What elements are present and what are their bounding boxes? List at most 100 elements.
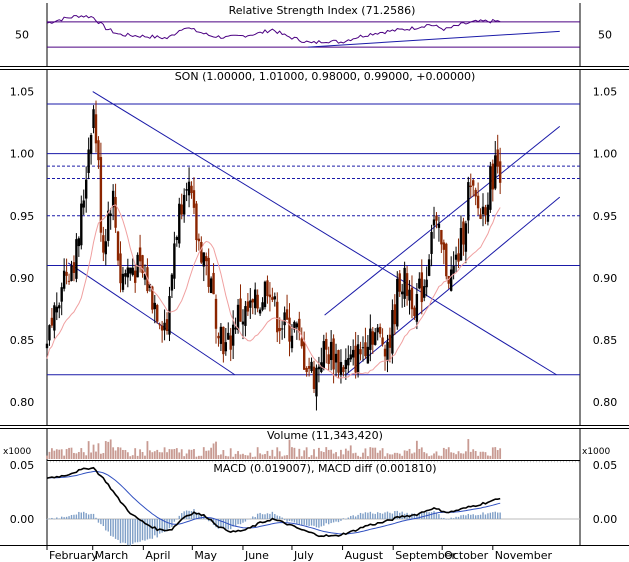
volume-bar	[48, 451, 51, 459]
volume-bar	[202, 447, 205, 459]
candle-body	[391, 309, 394, 354]
volume-bar	[384, 456, 386, 459]
volume-bar	[139, 449, 141, 459]
month-label: November	[495, 549, 553, 562]
candle-body	[48, 325, 51, 341]
volume-bar	[95, 451, 97, 459]
candle-body	[241, 321, 245, 325]
moving-average-line	[46, 204, 501, 379]
macd-histogram-bar	[124, 519, 127, 544]
volume-bar	[438, 455, 440, 459]
candle-body	[200, 241, 203, 263]
volume-bar	[332, 453, 335, 459]
candle-body	[75, 239, 78, 279]
volume-bar	[496, 450, 499, 459]
candle-body	[472, 180, 475, 186]
candle-body	[173, 243, 176, 279]
volume-bar	[442, 447, 445, 459]
candle-body	[180, 204, 183, 215]
candle-body	[498, 161, 502, 183]
month-label: May	[194, 549, 217, 562]
candle-body	[158, 324, 161, 326]
macd-histogram-bar	[181, 513, 183, 519]
volume-bar	[224, 455, 227, 459]
candle-body	[197, 238, 201, 242]
candle-body	[442, 242, 446, 250]
macd-title: MACD (0.019007), MACD diff (0.001810)	[213, 462, 436, 475]
month-label: October	[444, 549, 488, 562]
candle-body	[484, 207, 487, 216]
macd-histogram-bar	[242, 519, 244, 523]
volume-bar	[75, 453, 78, 459]
volume-bar	[234, 453, 237, 459]
volume-bar	[210, 447, 213, 459]
volume-bar	[63, 455, 66, 459]
macd-histogram-bar	[122, 519, 124, 543]
macd-histogram-bar	[457, 516, 460, 519]
volume-bar	[256, 447, 259, 459]
volume-bar	[168, 449, 171, 459]
candle-body	[62, 270, 66, 289]
candle-body	[50, 317, 54, 326]
volume-bar	[305, 447, 308, 459]
volume-bar	[129, 456, 132, 459]
macd-histogram-bar	[244, 519, 247, 522]
volume-bar	[259, 453, 262, 459]
candle-body	[182, 194, 186, 215]
candle-body	[420, 272, 423, 303]
volume-bar	[396, 452, 399, 459]
volume-bar	[55, 449, 58, 459]
candle-body	[151, 286, 154, 310]
volume-bar	[354, 452, 357, 459]
volume-bar	[317, 447, 320, 459]
volume-bar	[479, 451, 482, 459]
macd-histogram-bar	[259, 512, 261, 519]
macd-histogram-bar	[136, 519, 139, 543]
candle-body	[371, 331, 374, 345]
candle-body	[347, 358, 350, 366]
volume-bar	[195, 456, 198, 459]
candle-body	[111, 190, 115, 208]
macd-histogram-bar	[440, 517, 443, 519]
macd-histogram-bar	[467, 513, 470, 519]
candle-body	[427, 259, 431, 276]
macd-histogram-bar	[428, 512, 430, 519]
macd-histogram-bar	[230, 519, 232, 530]
month-label: February	[49, 549, 98, 562]
volume-bar	[286, 455, 288, 459]
macd-histogram-bar	[293, 519, 296, 523]
volume-bar	[215, 441, 217, 459]
volume-bar	[156, 449, 159, 459]
volume-bar	[161, 452, 164, 459]
macd-tick-right: 0.00	[593, 513, 618, 526]
rsi-tick-left: 50	[15, 29, 29, 42]
candle-body	[364, 342, 367, 357]
volume-bar	[153, 451, 156, 459]
macd-histogram-bar	[455, 516, 457, 519]
macd-histogram-bar	[391, 513, 394, 519]
candle-body	[258, 309, 262, 314]
candle-body	[84, 179, 88, 199]
macd-histogram-bar	[53, 518, 56, 520]
volume-bar	[499, 448, 502, 459]
volume-bar	[464, 451, 467, 459]
macd-histogram-bar	[416, 515, 418, 519]
macd-histogram-bar	[256, 513, 259, 519]
price-trend-line	[345, 196, 561, 376]
candle-body	[45, 343, 49, 349]
candle-body	[87, 149, 90, 173]
macd-histogram-bar	[198, 512, 200, 519]
price-trend-line	[324, 125, 561, 316]
candle-body	[126, 267, 130, 278]
volume-bar	[423, 452, 426, 459]
candle-body	[89, 134, 93, 154]
volume-bar	[320, 451, 323, 459]
volume-bar	[398, 453, 401, 459]
candle-body	[440, 229, 443, 245]
candle-body	[192, 190, 196, 208]
volume-bar	[295, 456, 298, 459]
macd-histogram-bar	[359, 512, 362, 519]
candle-body	[168, 296, 171, 335]
macd-histogram-bar	[149, 519, 151, 539]
